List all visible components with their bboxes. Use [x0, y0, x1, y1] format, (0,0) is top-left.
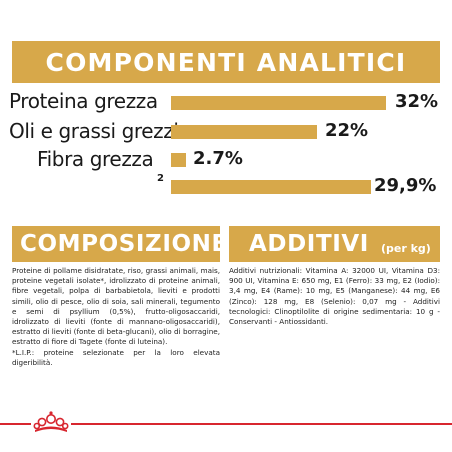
composizione-title: COMPOSIZIONE [20, 231, 228, 257]
row-label-protein: Proteina grezza [9, 89, 158, 113]
additivi-subtitle: (per kg) [380, 241, 431, 255]
row-label-fiber: Fibra grezza [37, 147, 154, 171]
bar-fat [171, 125, 317, 139]
composizione-text: Proteine di pollame disidratate, riso, g… [12, 266, 220, 347]
analytics-banner: COMPONENTI ANALITICI [12, 41, 440, 83]
bar-fourth [171, 180, 371, 194]
additivi-body: Additivi nutrizionali: Vitamina A: 32000… [229, 266, 440, 327]
bar-protein [171, 96, 386, 110]
analytics-title: COMPONENTI ANALITICI [45, 47, 407, 77]
composizione-header: COMPOSIZIONE [12, 226, 227, 262]
value-fiber: 2.7% [193, 148, 243, 169]
additivi-title: ADDITIVI [249, 231, 369, 257]
value-fourth: 29,9% [374, 175, 437, 196]
bar-fiber [171, 153, 186, 167]
value-fat: 22% [325, 120, 369, 141]
royal-canin-crown-icon [31, 408, 71, 438]
row-label-footnote: 2 [157, 173, 164, 184]
value-protein: 32% [395, 91, 439, 112]
footer-divider [0, 423, 452, 425]
row-label-fat: Oli e grassi grezzi [9, 119, 179, 143]
additivi-header: ADDITIVI (per kg) [229, 226, 440, 262]
composizione-body: Proteine di pollame disidratate, riso, g… [12, 266, 220, 368]
composizione-note: *L.I.P.: proteine selezionate per la lor… [12, 347, 220, 367]
additivi-text: Additivi nutrizionali: Vitamina A: 32000… [229, 266, 440, 327]
